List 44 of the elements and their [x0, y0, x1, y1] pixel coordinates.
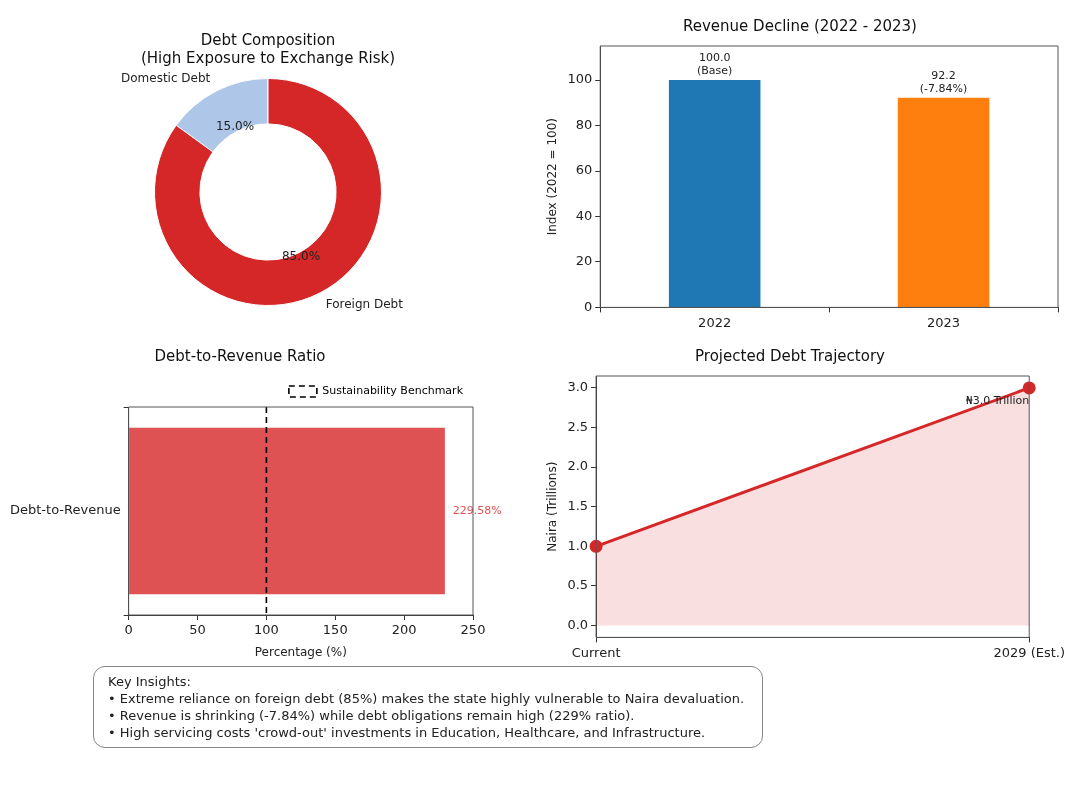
x-axis-title: Percentage (%) [254, 644, 347, 659]
y-tick-label: 40 [575, 207, 593, 223]
text: Key Insights: [108, 673, 192, 690]
y-tick-label: 20 [575, 253, 593, 269]
y-tick-label: Debt-to-Revenue [9, 502, 121, 518]
y-tick-label: 80 [575, 116, 593, 132]
x-tick-label: 100 [253, 622, 279, 638]
chart-title: Revenue Decline (2022 - 2023) [683, 16, 917, 35]
text: • Revenue is shrinking (-7.84%) while debt obligations remain high (229% ratio). [108, 707, 636, 724]
text: • Extreme reliance on foreign debt (85%) makes the state highly vulnerable to Naira devaluation. [108, 690, 746, 707]
y-tick-label: 2.0 [567, 458, 589, 474]
legend-label: Sustainability Benchmark [322, 384, 464, 398]
x-tick-label: 150 [322, 622, 348, 638]
x-tick-label: 250 [460, 622, 486, 638]
y-tick-label: 1.0 [567, 537, 589, 553]
x-tick-label: 2022 [698, 314, 732, 330]
chart-title: Debt-to-Revenue Ratio [154, 346, 326, 365]
y-axis-title: Index (2022 = 100) [545, 118, 560, 236]
slice-label: Foreign Debt [325, 297, 404, 312]
chart-title: Projected Debt Trajectory [695, 346, 886, 365]
data-label: 15.0% [215, 119, 255, 134]
data-label: 92.2 (-7.84%) [919, 69, 968, 96]
x-tick-label: 200 [391, 622, 417, 638]
x-tick-label: 0 [124, 622, 133, 638]
x-tick-label: 2023 [927, 314, 961, 330]
y-tick-label: 60 [575, 162, 593, 178]
y-tick-label: 3.0 [567, 379, 589, 395]
chart-title: Debt Composition (High Exposure to Exchange Risk) [140, 30, 396, 67]
y-axis-title: Naira (Trillions) [545, 461, 560, 552]
y-tick-label: 1.5 [567, 498, 589, 514]
slice-label: Domestic Debt [120, 70, 211, 85]
x-tick-label: Current [571, 644, 621, 660]
y-tick-label: 0 [583, 298, 593, 314]
data-label: 85.0% [281, 248, 321, 263]
y-tick-label: 2.5 [567, 418, 589, 434]
x-tick-label: 2029 (Est.) [993, 644, 1065, 660]
y-tick-label: 100 [567, 71, 593, 87]
y-tick-label: 0.0 [567, 616, 589, 632]
x-tick-label: 50 [189, 622, 206, 638]
text: • High servicing costs 'crowd-out' investments in Education, Healthcare, and Infrastructure. [108, 724, 707, 741]
y-tick-label: 0.5 [567, 577, 589, 593]
annotation: ₦3.0 Trillion [965, 394, 1030, 408]
data-label: 100.0 (Base) [696, 51, 733, 78]
data-label: 229.58% [452, 503, 502, 517]
